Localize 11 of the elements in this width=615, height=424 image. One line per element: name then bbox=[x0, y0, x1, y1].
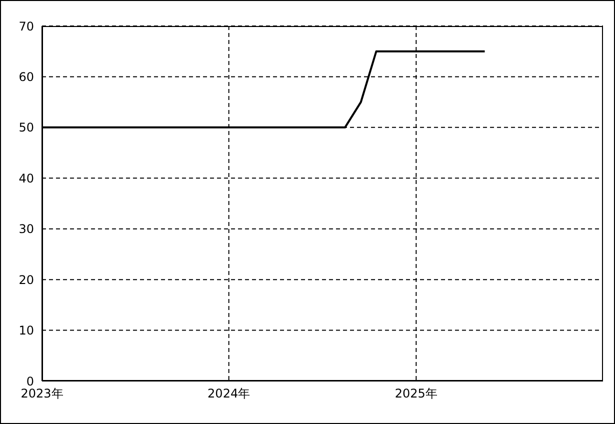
y-tick-label: 60 bbox=[18, 70, 34, 84]
x-tick-label: 2024年 bbox=[208, 386, 250, 401]
y-tick-label: 70 bbox=[18, 19, 34, 34]
y-tick-label: 40 bbox=[18, 171, 34, 186]
y-tick-label: 30 bbox=[18, 222, 34, 236]
y-tick-label: 0 bbox=[26, 374, 34, 388]
y-tick-label: 20 bbox=[18, 272, 34, 287]
x-tick-label: 2023年 bbox=[20, 386, 64, 401]
x-tick-label: 2025年 bbox=[394, 386, 438, 401]
y-tick-label: 10 bbox=[18, 324, 34, 338]
y-tick-label: 50 bbox=[18, 120, 34, 135]
